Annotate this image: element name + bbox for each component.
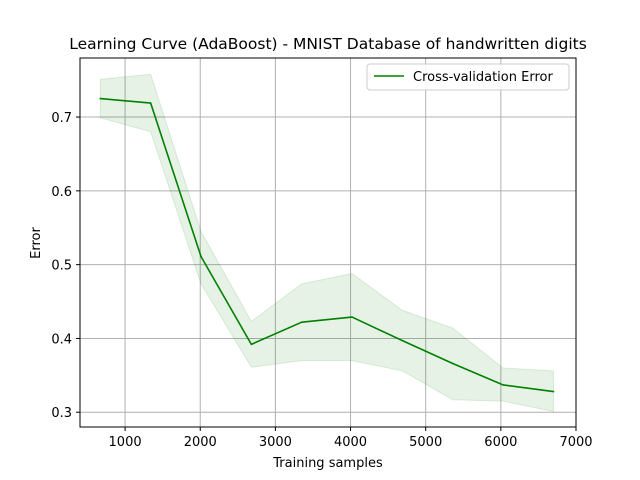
x-tick-label: 3000 — [259, 435, 292, 450]
plot-area-frame — [79, 57, 577, 428]
error-band — [99, 73, 554, 413]
data-point — [250, 343, 253, 346]
data-point — [552, 390, 555, 393]
x-axis-title: Training samples — [272, 456, 383, 471]
data-point — [99, 97, 102, 100]
data-point — [401, 339, 404, 342]
legend-box — [366, 63, 570, 91]
series-line-layer — [99, 97, 555, 393]
y-axis-ticks: 0.3 0.4 0.5 0.6 0.7 — [51, 111, 80, 421]
y-tick-label: 0.7 — [51, 111, 72, 126]
cross-validation-error-line — [100, 97, 554, 393]
x-tick-label: 7000 — [559, 435, 592, 450]
x-tick-label: 4000 — [334, 435, 367, 450]
y-axis-title: Error — [29, 227, 44, 259]
data-point — [300, 321, 303, 324]
legend-label: Cross-validation Error — [413, 70, 553, 85]
y-tick-label: 0.4 — [51, 332, 72, 347]
x-tick-label: 2000 — [184, 435, 217, 450]
y-tick-label: 0.5 — [51, 259, 72, 274]
error-band-layer — [99, 73, 554, 413]
y-tick-label: 0.3 — [51, 406, 72, 421]
data-point — [351, 316, 353, 318]
x-tick-label: 6000 — [484, 435, 517, 450]
data-point — [451, 362, 454, 365]
x-tick-label: 1000 — [109, 435, 142, 450]
legend: Cross-validation Error — [366, 63, 570, 91]
data-point — [502, 384, 504, 386]
data-point — [200, 255, 202, 258]
chart-title: Learning Curve (AdaBoost) - MNIST Databa… — [69, 35, 587, 53]
grid — [80, 58, 577, 427]
x-axis-ticks: 1000 2000 3000 4000 5000 6000 7000 — [109, 427, 593, 450]
y-tick-label: 0.6 — [51, 185, 72, 200]
data-point — [149, 102, 152, 104]
x-tick-label: 5000 — [409, 435, 442, 450]
